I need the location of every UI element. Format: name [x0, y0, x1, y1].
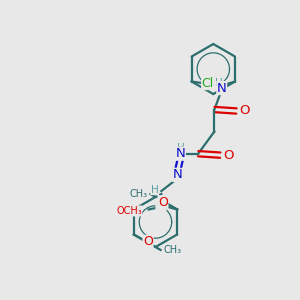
Text: O: O — [143, 236, 153, 248]
Text: O: O — [158, 196, 168, 208]
Text: O: O — [156, 199, 166, 212]
Text: H: H — [177, 143, 184, 153]
Text: N: N — [173, 168, 182, 182]
Text: OCH₃: OCH₃ — [116, 206, 142, 216]
Text: N: N — [176, 147, 185, 160]
Text: H: H — [215, 78, 223, 88]
Text: N: N — [217, 82, 226, 94]
Text: Cl: Cl — [202, 76, 214, 89]
Text: H: H — [151, 184, 158, 195]
Text: O: O — [223, 149, 234, 162]
Text: O: O — [239, 104, 250, 118]
Text: CH₃: CH₃ — [129, 189, 147, 199]
Text: CH₃: CH₃ — [164, 245, 181, 255]
